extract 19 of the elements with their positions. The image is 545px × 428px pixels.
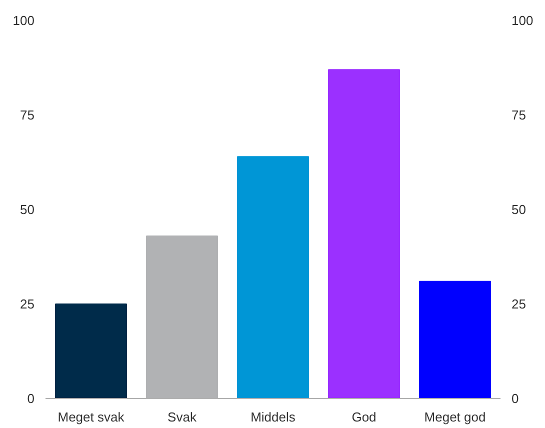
y-tick-label: 25 [20, 296, 35, 312]
x-tick-label: God [352, 410, 376, 424]
x-tick-label: Svak [168, 410, 197, 424]
x-tick-label: Meget god [424, 410, 486, 424]
y-tick-label: 100 [12, 13, 35, 28]
y-tick-label: 0 [27, 391, 35, 406]
y2-tick-label: 0 [512, 391, 519, 406]
y2-tick-label: 50 [512, 202, 526, 217]
x-tick-label: Meget svak [58, 410, 125, 424]
y2-tick-label: 25 [512, 296, 526, 312]
y2-tick-label: 100 [512, 13, 534, 28]
bar [237, 156, 309, 398]
bar [419, 280, 491, 398]
bar [55, 304, 127, 398]
y2-tick-label: 75 [512, 108, 526, 122]
y-tick-label: 75 [20, 108, 35, 122]
x-tick-label: Middels [250, 410, 296, 424]
y-tick-label: 50 [20, 202, 35, 217]
bar [328, 69, 400, 398]
